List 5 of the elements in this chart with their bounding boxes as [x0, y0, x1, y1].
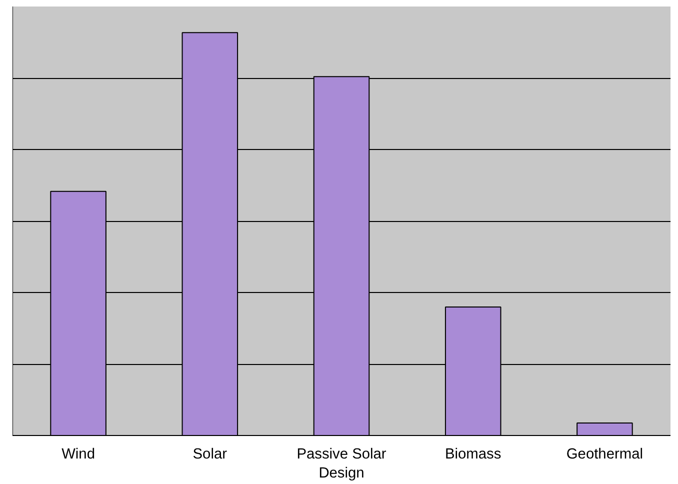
x-tick-label: Solar	[192, 446, 228, 462]
x-tick-label: Wind	[62, 446, 96, 462]
x-tick-label: Passive Solar Design	[296, 446, 386, 482]
x-tick-label: Geothermal	[566, 446, 643, 462]
x-tick-label: Biomass	[445, 446, 502, 462]
